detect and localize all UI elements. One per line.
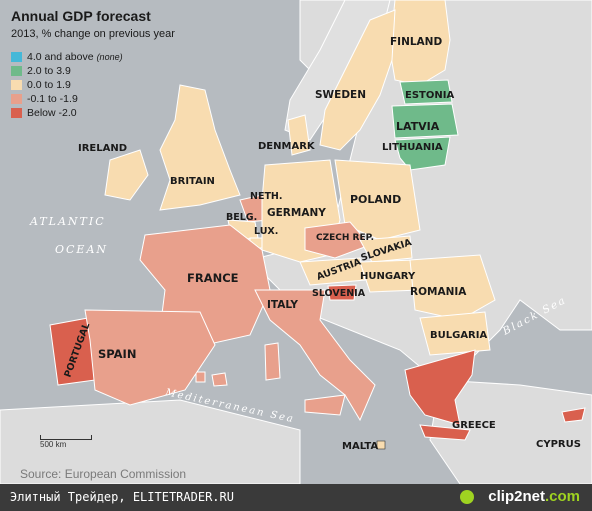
label-greece: GREECE [452, 420, 496, 431]
legend: 4.0 and above (none) 2.0 to 3.9 0.0 to 1… [11, 50, 123, 120]
legend-item: 0.0 to 1.9 [11, 78, 123, 92]
legend-swatch [11, 94, 22, 104]
legend-note: (none) [96, 52, 123, 62]
label-belg: BELG. [226, 212, 257, 223]
denmark-region [287, 114, 311, 156]
legend-swatch [11, 66, 22, 76]
label-poland: POLAND [350, 193, 401, 206]
greece-region [404, 349, 476, 426]
label-italy: ITALY [267, 299, 298, 311]
lithuania-region [394, 136, 451, 171]
legend-swatch [11, 52, 22, 62]
label-lux: LUX. [254, 226, 278, 237]
brand-suffix: .com [544, 488, 580, 505]
latvia-region [391, 103, 459, 139]
poland-region [334, 159, 421, 241]
europe-map: FINLAND SWEDEN ESTONIA LATVIA LITHUANIA … [0, 0, 592, 484]
footer-brand[interactable]: clip2net.com [488, 488, 580, 505]
romania-region [409, 254, 496, 321]
label-spain: SPAIN [98, 347, 136, 361]
legend-item: 2.0 to 3.9 [11, 64, 123, 78]
legend-label: 0.0 to 1.9 [27, 79, 71, 91]
map-title: Annual GDP forecast [11, 8, 151, 24]
austria-region [299, 257, 366, 286]
label-britain: BRITAIN [170, 176, 215, 187]
legend-label: -0.1 to -1.9 [27, 93, 78, 105]
label-lithuania: LITHUANIA [382, 142, 443, 153]
sweden-region [319, 9, 396, 151]
scale-bar [40, 435, 92, 440]
label-bulgaria: BULGARIA [430, 330, 487, 341]
italy-region [254, 289, 376, 422]
legend-item: -0.1 to -1.9 [11, 92, 123, 106]
bulgaria-region [419, 311, 491, 356]
gdp-forecast-map: FINLAND SWEDEN ESTONIA LATVIA LITHUANIA … [0, 0, 592, 484]
estonia-region [399, 79, 453, 105]
footer-site: Элитный Трейдер, ELITETRADER.RU [10, 490, 234, 504]
legend-swatch [11, 80, 22, 90]
label-ocean: OCEAN [55, 243, 108, 256]
label-atlantic: ATLANTIC [29, 215, 106, 228]
spain-region [84, 309, 216, 406]
slovenia-region [327, 284, 357, 301]
map-subtitle: 2013, % change on previous year [11, 28, 175, 40]
britain-region [159, 84, 241, 211]
legend-item: Below -2.0 [11, 106, 123, 120]
czech-region [304, 221, 371, 259]
label-germany: GERMANY [267, 207, 326, 219]
label-hungary: HUNGARY [360, 271, 416, 282]
brand-name: clip2net [488, 488, 545, 505]
label-czech: CZECH REP. [316, 233, 374, 243]
legend-swatch [11, 108, 22, 118]
label-sweden: SWEDEN [315, 89, 366, 101]
label-slovenia: SLOVENIA [312, 288, 366, 299]
label-romania: ROMANIA [410, 286, 467, 298]
label-denmark: DENMARK [258, 141, 316, 152]
source-note: Source: European Commission [20, 467, 187, 481]
label-neth: NETH. [250, 191, 282, 202]
label-malta: MALTA [342, 441, 378, 452]
cyprus-region [561, 407, 586, 423]
legend-label: 4.0 and above [27, 51, 94, 63]
label-cyprus: CYPRUS [536, 439, 581, 450]
legend-item: 4.0 and above (none) [11, 50, 123, 64]
label-france: FRANCE [187, 271, 239, 285]
clip2net-logo-icon [460, 490, 474, 504]
legend-label: Below -2.0 [27, 107, 77, 119]
slovakia-region [359, 235, 413, 263]
scale-label: 500 km [40, 440, 67, 449]
label-ireland: IRELAND [78, 143, 127, 154]
footer-bar: Элитный Трейдер, ELITETRADER.RU clip2net… [0, 484, 592, 511]
legend-label: 2.0 to 3.9 [27, 65, 71, 77]
malta-marker [376, 440, 386, 450]
label-latvia: LATVIA [396, 120, 440, 133]
label-finland: FINLAND [390, 36, 442, 48]
label-estonia: ESTONIA [405, 90, 454, 101]
ireland-region [104, 149, 149, 201]
